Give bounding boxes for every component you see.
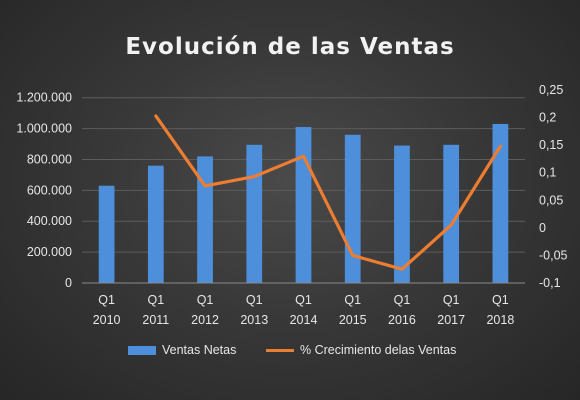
- x-tick-label-year: 2013: [240, 313, 268, 327]
- y-right-tick-label: 0,15: [539, 138, 563, 152]
- y-right-tick-label: 0,25: [539, 83, 563, 97]
- x-tick-label-year: 2011: [142, 313, 169, 327]
- y-left-tick-label: 0: [65, 276, 72, 290]
- y-left-tick-label: 1.200.000: [16, 91, 72, 105]
- bar: [443, 144, 460, 283]
- bar: [246, 144, 263, 283]
- legend-label-crecimiento: % Crecimiento delas Ventas: [300, 343, 457, 357]
- y-left-tick-label: 800.000: [27, 152, 72, 166]
- x-tick-label-quarter: Q1: [98, 293, 115, 307]
- chart-title: Evolución de las Ventas: [125, 34, 455, 60]
- x-tick-label-quarter: Q1: [443, 293, 460, 307]
- legend-label-ventas-netas: Ventas Netas: [162, 343, 237, 357]
- y-right-tick-label: -0,1: [539, 276, 561, 290]
- y-left-tick-label: 600.000: [27, 183, 72, 197]
- x-tick-label-quarter: Q1: [492, 293, 509, 307]
- legend-line-swatch: [266, 348, 294, 352]
- x-tick-label-year: 2016: [388, 313, 416, 327]
- chart-legend: Ventas Netas % Crecimiento delas Ventas: [0, 343, 580, 363]
- x-tick-label-quarter: Q1: [344, 293, 361, 307]
- y-left-tick-label: 400.000: [27, 214, 72, 228]
- growth-line: [154, 114, 502, 271]
- bar: [98, 185, 115, 283]
- bar: [147, 165, 164, 283]
- bar: [394, 145, 410, 283]
- x-tick-label-year: 2010: [93, 313, 121, 327]
- x-tick-label-year: 2018: [486, 313, 514, 327]
- legend-item-ventas-netas: Ventas Netas: [128, 343, 236, 357]
- y-left-tick-label: 200.000: [27, 245, 72, 259]
- x-tick-label-quarter: Q1: [394, 293, 411, 307]
- bar: [295, 127, 312, 283]
- x-tick-label-quarter: Q1: [295, 293, 312, 307]
- y-right-tick-label: 0,1: [539, 166, 556, 180]
- y-right-tick-label: 0: [539, 221, 546, 235]
- x-tick-label-quarter: Q1: [246, 293, 263, 307]
- bar: [492, 123, 509, 283]
- x-tick-label-year: 2015: [339, 313, 367, 327]
- legend-bar-swatch: [128, 345, 156, 355]
- x-tick-label-quarter: Q1: [197, 293, 214, 307]
- bar: [344, 134, 361, 283]
- bar: [197, 156, 213, 283]
- y-right-tick-label: 0,05: [539, 193, 563, 207]
- x-tick-label-year: 2017: [437, 313, 465, 327]
- x-tick-label-year: 2014: [290, 313, 318, 327]
- x-tick-label-quarter: Q1: [147, 293, 164, 307]
- y-left-tick-label: 1.000.000: [16, 122, 72, 136]
- y-right-tick-label: -0,05: [539, 248, 568, 262]
- legend-item-crecimiento: % Crecimiento delas Ventas: [266, 343, 456, 357]
- x-tick-label-year: 2012: [191, 313, 219, 327]
- y-right-tick-label: 0,2: [539, 111, 556, 125]
